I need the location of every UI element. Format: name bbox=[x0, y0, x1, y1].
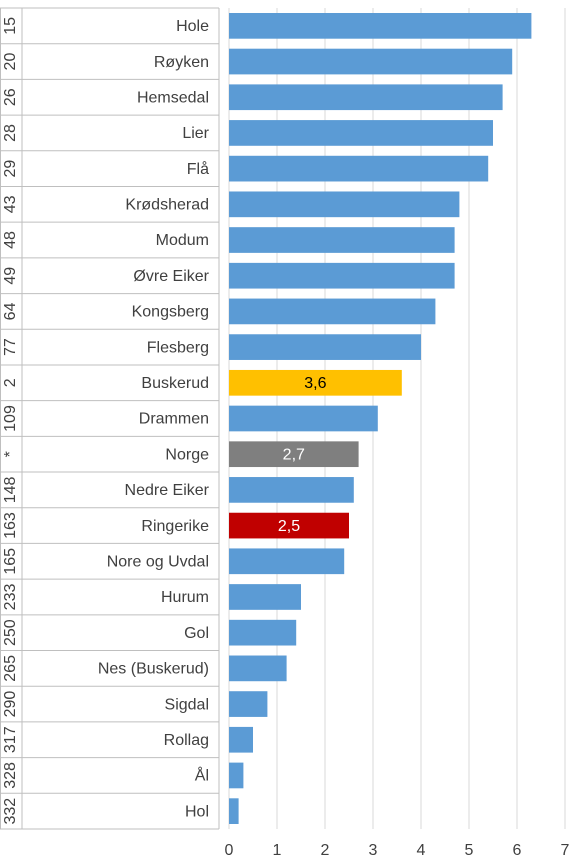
bar bbox=[229, 84, 503, 111]
rank-label: 77 bbox=[2, 338, 19, 356]
bar bbox=[229, 584, 301, 610]
bar bbox=[229, 191, 460, 218]
x-tick-label: 3 bbox=[369, 842, 378, 859]
rank-label: 250 bbox=[2, 619, 19, 646]
rank-label: 48 bbox=[2, 231, 19, 249]
rank-label: 317 bbox=[2, 726, 19, 753]
bar bbox=[229, 691, 268, 717]
value-label: 2,5 bbox=[278, 518, 300, 535]
category-label: Gol bbox=[184, 625, 209, 642]
bar bbox=[229, 512, 349, 539]
category-label: Nedre Eiker bbox=[125, 482, 210, 499]
bar bbox=[229, 155, 489, 182]
bar bbox=[229, 762, 244, 789]
category-label: Flå bbox=[187, 160, 209, 178]
category-label: Nes (Buskerud) bbox=[98, 661, 209, 678]
bar bbox=[229, 405, 378, 432]
rank-label: 64 bbox=[2, 302, 19, 320]
rank-label: 28 bbox=[2, 124, 19, 142]
rank-label: 165 bbox=[2, 548, 19, 575]
bar bbox=[229, 227, 455, 253]
category-label: Ringerike bbox=[141, 518, 209, 535]
rank-label: 20 bbox=[2, 53, 19, 71]
category-label: Hol bbox=[185, 803, 209, 820]
rank-label: 233 bbox=[2, 584, 19, 611]
bar bbox=[229, 334, 421, 360]
bar bbox=[229, 298, 436, 325]
bar bbox=[229, 619, 297, 646]
category-label: Lier bbox=[182, 125, 209, 142]
x-tick-label: 1 bbox=[273, 842, 282, 859]
value-label: 2,7 bbox=[283, 446, 305, 463]
bar bbox=[229, 262, 455, 289]
rank-label: 43 bbox=[2, 195, 19, 213]
bar bbox=[229, 48, 513, 75]
rank-label: 49 bbox=[2, 267, 19, 285]
rank-label: 265 bbox=[2, 655, 19, 682]
category-label: Kongsberg bbox=[132, 304, 209, 321]
rank-label: 148 bbox=[2, 476, 19, 503]
category-label: Sigdal bbox=[165, 696, 209, 713]
bar bbox=[229, 798, 239, 824]
rank-label: 109 bbox=[2, 405, 19, 432]
category-label: Hurum bbox=[161, 589, 209, 606]
rank-label: 26 bbox=[2, 88, 19, 106]
bar bbox=[229, 726, 253, 753]
bar bbox=[229, 120, 493, 146]
category-label: Modum bbox=[156, 232, 209, 249]
category-label: Norge bbox=[165, 446, 209, 463]
rank-label: 163 bbox=[2, 512, 19, 539]
category-label: Buskerud bbox=[141, 375, 209, 392]
x-tick-label: 5 bbox=[465, 842, 474, 859]
bar bbox=[229, 477, 354, 503]
rank-label: 2 bbox=[2, 378, 19, 387]
x-tick-label: 4 bbox=[417, 842, 426, 859]
x-tick-label: 2 bbox=[321, 842, 330, 859]
bar bbox=[229, 441, 359, 468]
value-label: 3,6 bbox=[304, 375, 326, 392]
bar bbox=[229, 655, 287, 682]
rank-label: 328 bbox=[2, 762, 19, 789]
category-label: Røyken bbox=[154, 54, 209, 71]
category-label: Hole bbox=[176, 18, 209, 35]
category-label: Drammen bbox=[139, 411, 209, 428]
category-label: Hemsedal bbox=[137, 89, 209, 106]
category-label: Nore og Uvdal bbox=[107, 554, 209, 571]
rank-label: 15 bbox=[2, 17, 19, 35]
bar bbox=[229, 548, 345, 575]
category-label: Rollag bbox=[164, 732, 209, 749]
x-tick-label: 7 bbox=[561, 842, 570, 859]
x-tick-label: 6 bbox=[513, 842, 522, 859]
category-label: Flesberg bbox=[147, 339, 209, 356]
category-label: Ål bbox=[195, 766, 209, 785]
rank-label: * bbox=[2, 451, 19, 457]
x-tick-label: 0 bbox=[225, 842, 234, 859]
rank-label: 332 bbox=[2, 798, 19, 825]
category-label: Krødsherad bbox=[125, 197, 209, 214]
category-label: Øvre Eiker bbox=[133, 268, 209, 285]
rank-label: 29 bbox=[2, 160, 19, 178]
bar bbox=[229, 369, 402, 396]
rank-label: 290 bbox=[2, 691, 19, 718]
bar bbox=[229, 13, 532, 39]
